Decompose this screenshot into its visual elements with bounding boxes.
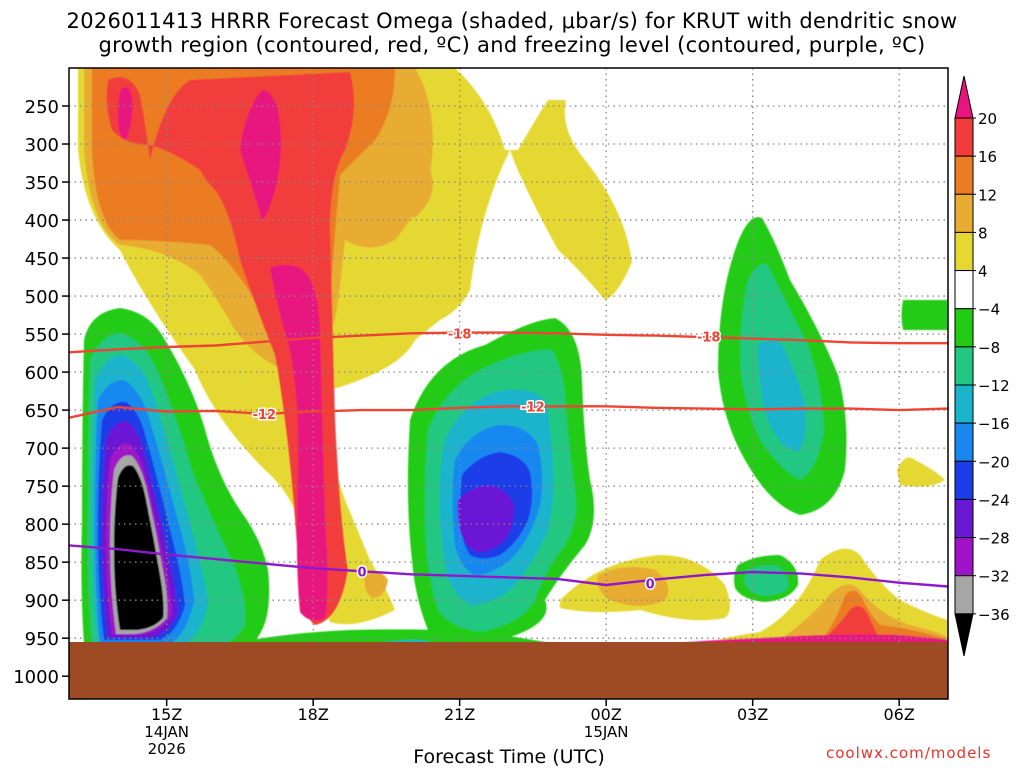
colorbar-box <box>954 460 974 500</box>
omega-region-positive-16 <box>106 72 355 625</box>
colorbar-bottom-arrow <box>954 613 974 656</box>
colorbar-box <box>954 117 974 157</box>
y-tick-label: 450 <box>25 249 59 270</box>
omega-region-positive-20 <box>118 86 133 140</box>
colorbar-label: 8 <box>978 224 988 242</box>
colorbar-label: −20 <box>978 453 1010 471</box>
contour-label: 0 <box>357 565 366 580</box>
chart-title-line-1: 2026011413 HRRR Forecast Omega (shaded, … <box>66 9 958 33</box>
omega-region-positive-8c <box>597 566 669 606</box>
omega-region-positive-8e <box>364 571 388 598</box>
x-tick-date: 14JAN <box>144 723 189 741</box>
colorbar-box <box>954 155 974 195</box>
x-tick-label: 00Z <box>591 705 622 724</box>
y-tick-label: 950 <box>25 629 59 650</box>
colorbar-label: −28 <box>978 530 1010 548</box>
colorbar-box <box>954 193 974 233</box>
colorbar-box <box>954 422 974 462</box>
x-tick-label: 21Z <box>444 705 475 724</box>
colorbar-box <box>954 346 974 386</box>
colorbar-label: −12 <box>978 377 1010 395</box>
colorbar-box <box>954 270 974 310</box>
omega-region-negative-12-right <box>758 340 806 452</box>
contour-label: -18 <box>697 330 721 345</box>
y-axis: 250 300 350 400 450 500 550 600 650 700 750 800 850 9… <box>13 97 69 688</box>
y-tick-label: 400 <box>25 211 59 232</box>
x-axis-title: Forecast Time (UTC) <box>413 746 605 768</box>
x-tick-label: 03Z <box>737 705 768 724</box>
x-tick-label: 15Z <box>151 705 182 724</box>
y-tick-label: 700 <box>25 439 59 460</box>
y-tick-label: 300 <box>25 135 59 156</box>
colorbar-box <box>954 498 974 539</box>
y-tick-label: 850 <box>25 553 59 574</box>
x-tick-label: 18Z <box>298 705 329 724</box>
colorbar-top-arrow <box>954 75 974 119</box>
colorbar-label: −4 <box>978 301 1000 319</box>
chart-title-line-2: growth region (contoured, red, ºC) and f… <box>98 33 926 57</box>
omega-region-negative-4-right3 <box>901 300 948 330</box>
colorbar-label: 16 <box>978 148 997 166</box>
colorbar-label: −36 <box>978 606 1010 624</box>
colorbar-label: 12 <box>978 186 997 204</box>
y-tick-label: 600 <box>25 363 59 384</box>
omega-region-negative-24-mid <box>457 485 515 552</box>
x-tick-label: 06Z <box>884 705 915 724</box>
colorbar-label: −24 <box>978 491 1010 509</box>
colorbar-box <box>954 308 974 348</box>
colorbar-box <box>954 384 974 424</box>
contour-label: -18 <box>448 327 472 342</box>
ground-below-surface <box>69 641 948 699</box>
contour-label: -12 <box>253 408 277 423</box>
x-tick-year: 2026 <box>148 740 186 758</box>
contour-line <box>69 405 948 419</box>
omega-region-negative-36 <box>114 465 164 630</box>
omega-region-positive-4d <box>897 457 945 487</box>
colorbar-box <box>954 537 974 577</box>
y-tick-label: 350 <box>25 173 59 194</box>
y-tick-label: 750 <box>25 477 59 498</box>
colorbar-label: −8 <box>978 339 1000 357</box>
x-tick-date: 15JAN <box>584 723 629 741</box>
y-tick-label: 1000 <box>13 667 59 688</box>
colorbar-box <box>954 575 974 615</box>
y-tick-label: 650 <box>25 401 59 422</box>
plot-frame <box>68 67 949 700</box>
y-tick-label: 800 <box>25 515 59 536</box>
colorbar-label: −16 <box>978 415 1010 433</box>
omega-region-positive-8b <box>388 161 433 218</box>
contour-label: 0 <box>646 577 655 592</box>
omega-shading <box>78 68 948 660</box>
omega-region-positive-20c <box>270 265 328 621</box>
colorbar-label: −32 <box>978 568 1010 586</box>
grid <box>69 68 948 642</box>
temperature-contours: -18 -18 -12 -12 0 0 <box>69 326 948 594</box>
y-tick-label: 250 <box>25 97 59 118</box>
colorbar-label: 20 <box>978 110 997 128</box>
omega-region-positive-20b <box>240 90 281 220</box>
y-tick-label: 500 <box>25 287 59 308</box>
contour-line <box>69 544 948 588</box>
site-credit: coolwx.com/models <box>826 744 992 762</box>
contour-line <box>69 331 948 354</box>
y-tick-label: 550 <box>25 325 59 346</box>
colorbar: 20 16 12 8 4 −4 −8 −12 −16 −20 −24 −28 −32 −36 <box>954 75 1010 656</box>
contour-label: -12 <box>521 400 545 415</box>
colorbar-box <box>954 231 974 272</box>
colorbar-label: 4 <box>978 263 988 281</box>
omega-region-positive-16b <box>820 606 880 642</box>
y-tick-label: 900 <box>25 591 59 612</box>
